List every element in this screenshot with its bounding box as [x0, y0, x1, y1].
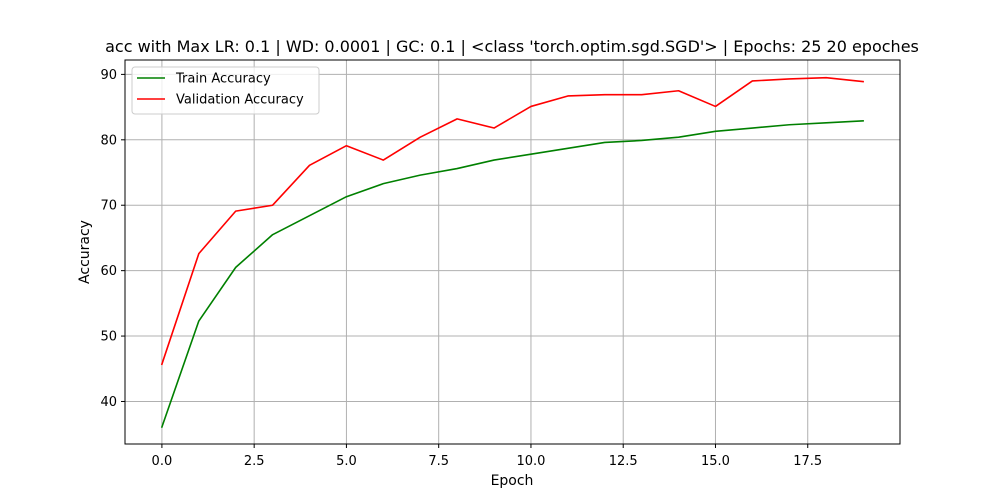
grid: [125, 60, 900, 444]
chart-title: acc with Max LR: 0.1 | WD: 0.0001 | GC: …: [105, 37, 919, 56]
x-tick-label: 7.5: [428, 454, 449, 469]
legend-label: Train Accuracy: [175, 72, 271, 87]
legend-label: Validation Accuracy: [176, 93, 304, 108]
y-tick-label: 90: [100, 68, 117, 83]
x-axis-label: Epoch: [491, 473, 534, 489]
series-lines: [160, 76, 864, 429]
series-line-validation-accuracy: [160, 76, 864, 366]
y-tick-label: 40: [100, 395, 117, 410]
series-line-train-accuracy: [160, 119, 864, 429]
x-tick-label: 0.0: [152, 454, 173, 469]
x-tick-label: 2.5: [244, 454, 265, 469]
axis-ticks: 0.0 2.5 5.0 7.5 10.0 12.5 15.0 17.5 40 50 60 70 80 90: [100, 68, 822, 469]
x-tick-label: 12.5: [609, 454, 638, 469]
y-tick-label: 80: [100, 133, 117, 148]
x-tick-label: 17.5: [793, 454, 822, 469]
y-axis-label: Accuracy: [77, 220, 93, 284]
legend-box: [131, 66, 320, 115]
x-tick-label: 15.0: [701, 454, 730, 469]
x-tick-label: 10.0: [516, 454, 545, 469]
x-tick-label: 5.0: [336, 454, 357, 469]
plot-area-frame: [124, 59, 901, 445]
y-tick-label: 50: [100, 330, 117, 345]
legend: Train Accuracy Validation Accuracy: [131, 66, 320, 115]
y-tick-label: 60: [100, 264, 117, 279]
y-tick-label: 70: [100, 199, 117, 214]
